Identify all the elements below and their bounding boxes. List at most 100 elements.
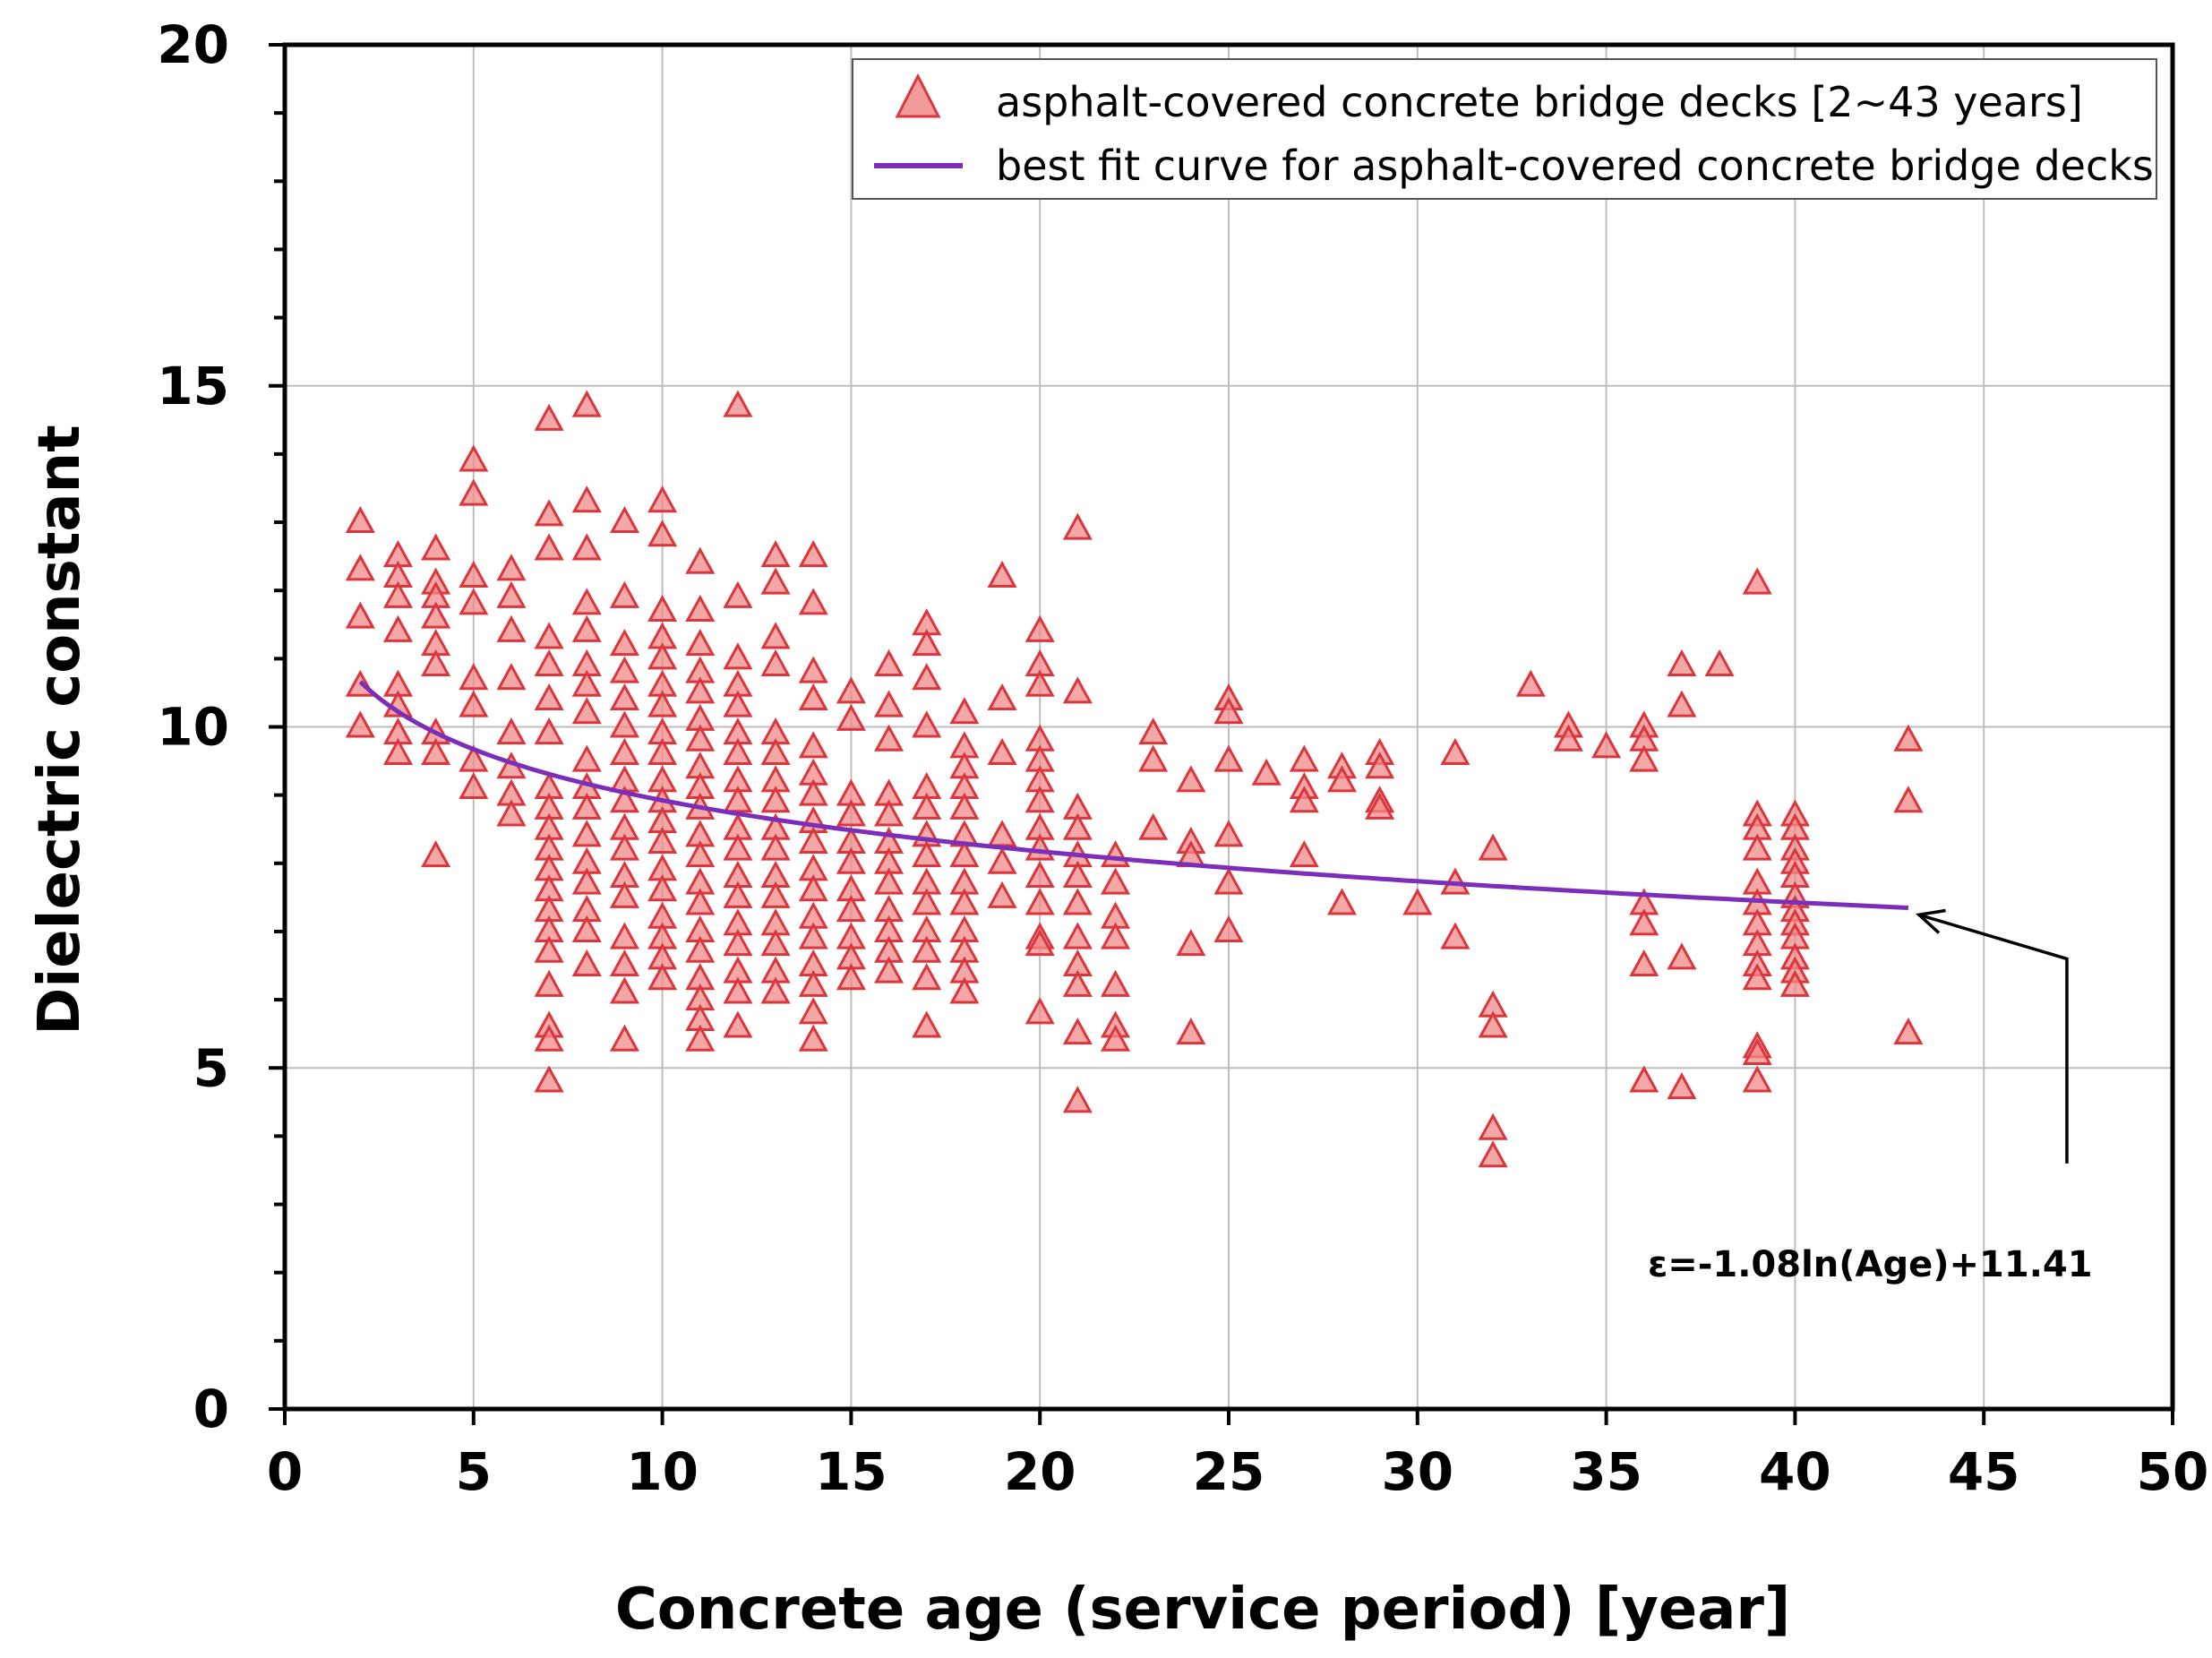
data-point (798, 1024, 828, 1052)
data-point (534, 1024, 564, 1052)
data-point (382, 690, 414, 717)
x-tick-label-20: 20 (1004, 1441, 1076, 1502)
data-point (534, 403, 564, 431)
x-tick-label-0: 0 (267, 1441, 303, 1502)
data-point (571, 915, 602, 942)
data-point (798, 778, 828, 806)
data-point (1553, 724, 1583, 752)
data-point (534, 499, 564, 527)
data-point (760, 622, 791, 649)
data-point (1365, 752, 1395, 779)
data-point (647, 594, 678, 623)
data-point (459, 560, 489, 588)
data-point (1213, 867, 1244, 895)
data-point (912, 963, 942, 991)
data-point (912, 840, 942, 868)
data-point (760, 881, 791, 908)
data-point (798, 922, 828, 949)
data-point (987, 683, 1017, 711)
data-point (1591, 731, 1622, 759)
data-point (1289, 744, 1319, 772)
data-point (1478, 1112, 1508, 1140)
data-point (1100, 922, 1131, 949)
data-point (609, 629, 639, 657)
data-point (685, 1024, 716, 1052)
data-point (1779, 969, 1810, 997)
data-point (798, 656, 828, 683)
y-tick-label-15: 15 (157, 356, 229, 417)
data-point (836, 963, 866, 991)
data-point (1515, 669, 1546, 697)
data-point (609, 656, 639, 683)
x-tick-label-5: 5 (456, 1441, 492, 1502)
data-point (874, 956, 905, 984)
annotation-arrowhead (1916, 908, 1946, 934)
data-point (723, 976, 753, 1004)
data-point (836, 846, 866, 874)
data-point (1478, 1140, 1508, 1168)
data-point (345, 710, 375, 738)
data-point (571, 588, 602, 615)
data-point (571, 697, 602, 725)
data-point (534, 935, 564, 963)
x-tick-label-25: 25 (1193, 1441, 1265, 1502)
data-point (1629, 949, 1659, 977)
data-point (874, 690, 905, 717)
data-point (912, 935, 942, 963)
data-point (1062, 969, 1093, 997)
data-point (685, 935, 716, 963)
data-point (1629, 1065, 1659, 1093)
data-point (534, 533, 564, 561)
data-point (1100, 1024, 1131, 1052)
x-tick-label-35: 35 (1570, 1441, 1642, 1502)
data-point (421, 533, 451, 561)
data-point (609, 683, 639, 711)
annotation-arrow (1918, 913, 2069, 1164)
data-point (609, 1024, 639, 1052)
data-point (723, 390, 753, 417)
data-point (912, 1010, 942, 1038)
data-point (1100, 867, 1131, 895)
data-point (1062, 676, 1093, 704)
data-point (534, 1065, 564, 1093)
data-point (1025, 860, 1055, 889)
data-point (949, 888, 980, 915)
data-point (874, 724, 905, 752)
data-point (836, 676, 866, 704)
data-point (685, 724, 716, 752)
data-point (496, 663, 527, 691)
data-point (1667, 942, 1697, 970)
data-point (609, 976, 639, 1004)
data-point (912, 663, 942, 691)
data-point (571, 485, 602, 513)
x-axis-ticks: 0 5 10 15 20 25 30 35 40 45 50 (267, 1409, 2208, 1502)
legend-label-curve: best fit curve for asphalt-covered concr… (996, 142, 2154, 190)
data-point (1402, 888, 1433, 915)
data-point (647, 690, 678, 717)
data-point (571, 867, 602, 895)
data-point (1176, 929, 1206, 957)
data-point (571, 744, 602, 772)
x-tick-label-40: 40 (1759, 1441, 1831, 1502)
data-point (382, 614, 414, 642)
data-point (723, 580, 753, 608)
data-point (1062, 812, 1093, 840)
data-point (571, 820, 602, 847)
data-point (534, 622, 564, 649)
data-point (534, 683, 564, 711)
data-point (609, 833, 639, 861)
data-point (571, 669, 602, 697)
data-point (345, 554, 375, 581)
data-point (987, 560, 1017, 588)
data-point (1478, 1010, 1508, 1038)
data-point (459, 478, 489, 506)
data-point (1326, 888, 1358, 915)
data-point (1213, 744, 1244, 772)
data-point (1742, 1037, 1772, 1066)
data-point (685, 676, 716, 704)
data-point (382, 580, 414, 608)
data-point (874, 867, 905, 895)
data-point (1062, 1018, 1093, 1045)
data-point (1025, 669, 1055, 697)
data-point (1025, 997, 1055, 1025)
